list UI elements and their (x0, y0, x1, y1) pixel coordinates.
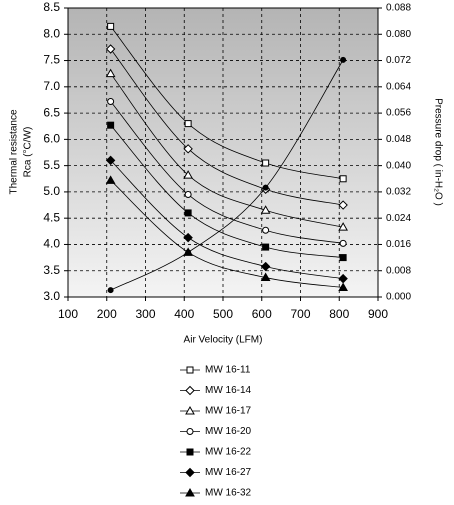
data-point (183, 170, 193, 179)
y2-tick-label: 0.048 (386, 134, 411, 145)
data-point (107, 121, 115, 129)
data-point (262, 226, 270, 234)
series-line (110, 160, 344, 280)
x-tick-label: 500 (213, 307, 233, 321)
y2-tick-label: 0.000 (386, 292, 411, 303)
series-line (110, 26, 344, 180)
legend-label: MW 16-22 (205, 447, 252, 458)
data-point (105, 44, 116, 54)
y-tick-label: 6.5 (43, 105, 60, 119)
series-line (110, 101, 344, 244)
y2-tick-label: 0.080 (386, 29, 411, 40)
data-point (339, 175, 347, 183)
legend-marker (185, 405, 195, 415)
series-line (110, 73, 344, 228)
data-point (184, 191, 192, 199)
data-point (184, 120, 192, 128)
legend-marker (185, 467, 195, 478)
data-point (185, 249, 192, 256)
y-tick-label: 5.0 (43, 184, 60, 198)
legend-marker (186, 448, 194, 456)
y-tick-label: 8.5 (43, 0, 60, 14)
x-tick-label: 800 (329, 307, 349, 321)
y-tick-label: 4.0 (43, 237, 60, 251)
series-line (110, 59, 344, 291)
legend-marker (185, 487, 195, 497)
y2-tick-label: 0.016 (386, 239, 411, 250)
y-tick-label: 4.5 (43, 210, 60, 224)
legend-marker (185, 385, 195, 396)
y2-axis-label: Pressure drop ( in-H₂O ) (432, 98, 443, 206)
legend-marker (186, 366, 194, 374)
data-point (338, 282, 348, 292)
x-tick-label: 100 (58, 307, 78, 321)
y-tick-label: 5.5 (43, 158, 60, 172)
legend-label: MW 16-11 (205, 365, 251, 376)
x-tick-label: 600 (252, 307, 272, 321)
legend-label: MW 16-14 (205, 385, 252, 396)
data-point (107, 287, 114, 294)
data-point (105, 175, 116, 184)
data-point (260, 272, 271, 282)
x-axis-label: Air Velocity (LFM) (184, 335, 263, 346)
y2-tick-label: 0.032 (386, 187, 411, 198)
data-point (107, 98, 115, 106)
legend-label: MW 16-20 (205, 426, 252, 437)
legend-label: MW 16-17 (205, 406, 252, 417)
data-point (105, 68, 116, 78)
data-point (340, 56, 347, 63)
data-point (339, 239, 347, 247)
y-axis-label: Rca (°C/W) (23, 127, 34, 178)
y2-tick-label: 0.056 (386, 108, 411, 119)
y-tick-label: 7.0 (43, 79, 60, 93)
x-tick-label: 700 (290, 307, 310, 321)
data-point (262, 159, 270, 167)
legend-label: MW 16-27 (205, 467, 252, 478)
data-point (262, 184, 269, 191)
data-point (260, 261, 271, 272)
data-point (105, 155, 116, 166)
y2-tick-label: 0.040 (386, 160, 411, 171)
data-point (339, 254, 347, 262)
data-point (107, 22, 115, 30)
x-tick-label: 900 (368, 307, 388, 321)
legend-marker (186, 428, 194, 435)
data-point (262, 243, 270, 251)
data-point (184, 209, 192, 217)
x-tick-label: 300 (135, 307, 155, 321)
x-tick-label: 200 (97, 307, 117, 321)
y2-tick-label: 0.064 (386, 81, 411, 92)
legend-label: MW 16-32 (205, 488, 252, 499)
y-tick-label: 6.0 (43, 132, 60, 146)
data-point (338, 222, 348, 231)
y2-tick-label: 0.088 (386, 3, 411, 14)
y-tick-label: 7.5 (43, 53, 60, 67)
y2-tick-label: 0.024 (386, 213, 411, 224)
data-point (183, 144, 193, 154)
y-axis-label: Thermal resistance (9, 109, 20, 194)
x-tick-label: 400 (174, 307, 194, 321)
data-point (260, 205, 271, 214)
series-line (110, 48, 344, 206)
data-point (183, 232, 193, 243)
y2-tick-label: 0.072 (386, 55, 411, 66)
y-tick-label: 3.0 (43, 289, 60, 303)
series-line (110, 180, 344, 288)
y-tick-label: 8.0 (43, 26, 60, 40)
y-tick-label: 3.5 (43, 263, 60, 277)
data-point (338, 200, 348, 210)
y2-tick-label: 0.008 (386, 265, 411, 276)
